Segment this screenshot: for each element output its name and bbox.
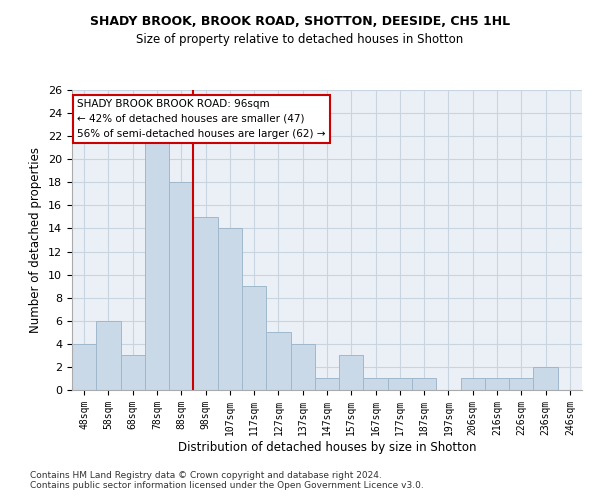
Bar [218, 228, 242, 390]
Bar [339, 356, 364, 390]
Bar [121, 356, 145, 390]
Bar [364, 378, 388, 390]
Text: Contains public sector information licensed under the Open Government Licence v3: Contains public sector information licen… [30, 481, 424, 490]
Text: SHADY BROOK, BROOK ROAD, SHOTTON, DEESIDE, CH5 1HL: SHADY BROOK, BROOK ROAD, SHOTTON, DEESID… [90, 15, 510, 28]
Text: Contains HM Land Registry data © Crown copyright and database right 2024.: Contains HM Land Registry data © Crown c… [30, 471, 382, 480]
Bar [96, 321, 121, 390]
Bar [315, 378, 339, 390]
Bar [169, 182, 193, 390]
Y-axis label: Number of detached properties: Number of detached properties [29, 147, 43, 333]
Bar [193, 217, 218, 390]
Bar [533, 367, 558, 390]
Bar [509, 378, 533, 390]
Text: Size of property relative to detached houses in Shotton: Size of property relative to detached ho… [136, 32, 464, 46]
Bar [145, 136, 169, 390]
Bar [412, 378, 436, 390]
X-axis label: Distribution of detached houses by size in Shotton: Distribution of detached houses by size … [178, 440, 476, 454]
Bar [485, 378, 509, 390]
Bar [388, 378, 412, 390]
Bar [242, 286, 266, 390]
Bar [461, 378, 485, 390]
Bar [266, 332, 290, 390]
Bar [72, 344, 96, 390]
Text: SHADY BROOK BROOK ROAD: 96sqm
← 42% of detached houses are smaller (47)
56% of s: SHADY BROOK BROOK ROAD: 96sqm ← 42% of d… [77, 99, 326, 138]
Bar [290, 344, 315, 390]
